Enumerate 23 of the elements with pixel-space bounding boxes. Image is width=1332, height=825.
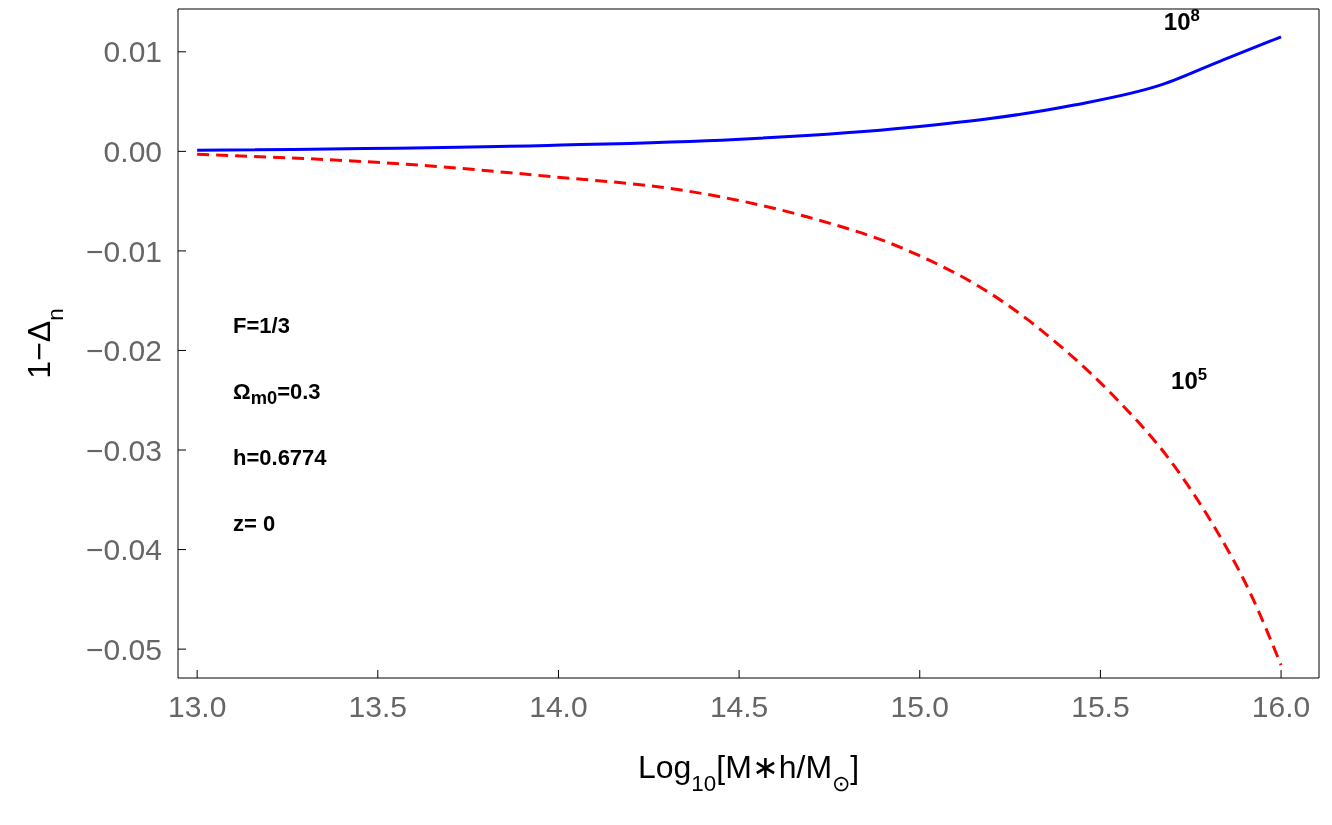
annotation: Ω$_{m0}$=0.3: [233, 379, 322, 411]
y-tick-label: −0.01: [86, 234, 162, 268]
x-tick-label: 16.0: [1251, 690, 1311, 724]
x-tick-label: 14.5: [709, 690, 769, 724]
series-label: 10$^{5}$: [1171, 364, 1208, 394]
x-axis-title: Log$_{10}$[M∗h/M$_{⊙}$]: [637, 749, 860, 796]
x-tick-label: 13.0: [167, 690, 227, 724]
x-tick-label: 15.0: [890, 690, 949, 724]
annotation: h=0.6774: [233, 445, 327, 472]
annotation: F=1/3: [233, 313, 291, 340]
y-tick-label: 0.00: [103, 135, 162, 169]
y-tick-label: −0.03: [86, 433, 162, 467]
line-series: [195, 152, 1283, 667]
x-tick-label: 14.0: [529, 690, 588, 724]
series-label: 10$^{8}$: [1163, 5, 1200, 35]
annotation: z= 0: [233, 511, 277, 538]
y-tick-label: −0.02: [86, 334, 162, 368]
y-tick-label: 0.01: [103, 35, 162, 69]
y-tick-label: −0.05: [86, 632, 162, 666]
x-tick-label: 13.5: [348, 690, 407, 724]
x-tick-label: 15.5: [1071, 690, 1130, 724]
y-tick-label: −0.04: [86, 533, 162, 567]
line-series: [195, 35, 1283, 152]
